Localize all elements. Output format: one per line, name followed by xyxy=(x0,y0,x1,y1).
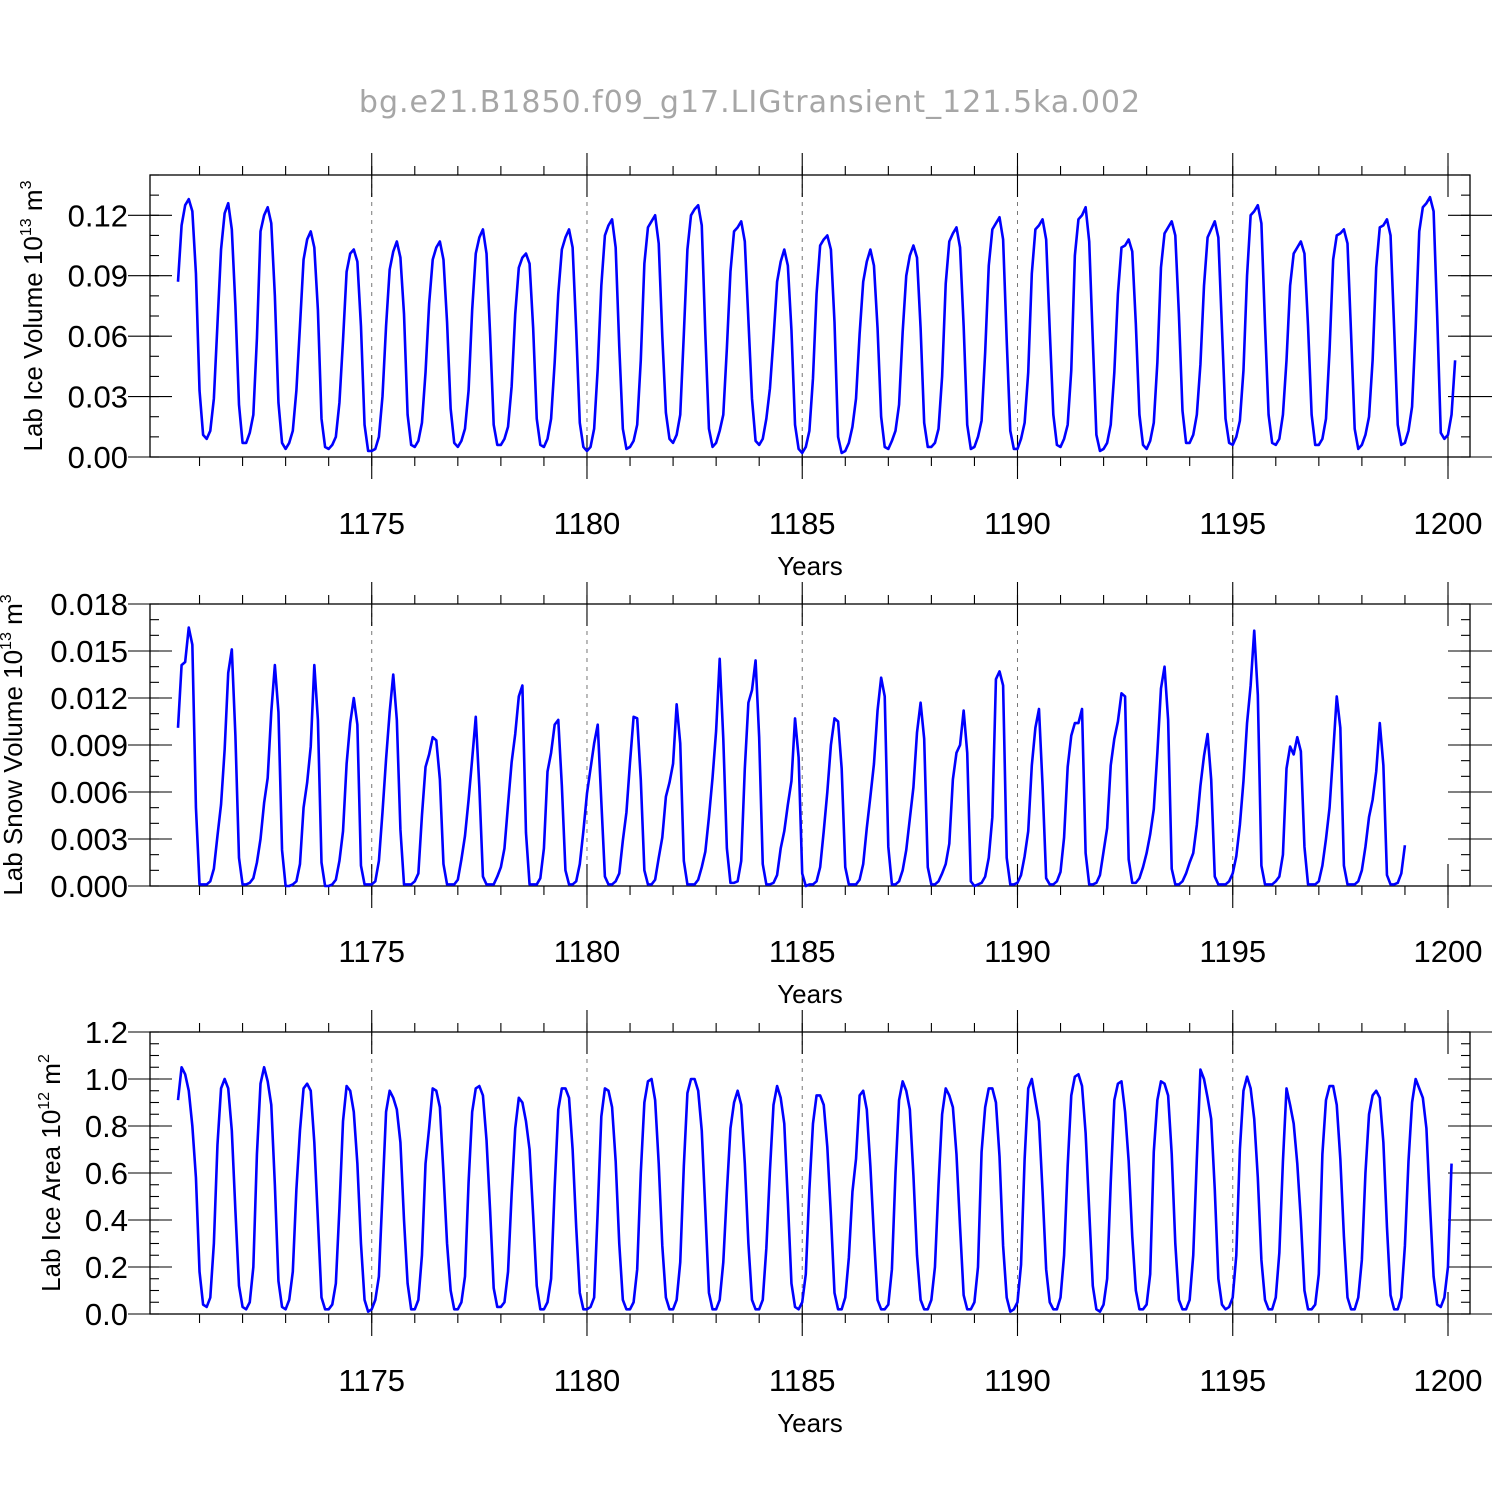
x-tick-label: 1195 xyxy=(1199,1363,1266,1398)
y-tick-label: 0.000 xyxy=(50,869,128,904)
y-tick-label: 0.003 xyxy=(50,822,128,857)
series-line xyxy=(176,1065,1453,1313)
x-tick-label: 1175 xyxy=(338,934,405,969)
y-tick-label: 0.2 xyxy=(85,1250,128,1285)
x-tick-label: 1180 xyxy=(554,1363,621,1398)
y-tick-label: 0.006 xyxy=(50,775,128,810)
y-tick-label: 0.06 xyxy=(68,319,128,354)
x-tick-label: 1185 xyxy=(769,506,836,541)
x-axis-title: Years xyxy=(777,1408,843,1438)
y-tick-label: 1.2 xyxy=(85,1015,128,1050)
y-tick-label: 0.015 xyxy=(50,634,128,669)
panels: 0.00 0.03 0.06 0.09 0.12 1175 1180 1185 1190 1195… xyxy=(0,153,1492,1438)
y-tick-label: 0.03 xyxy=(68,380,128,415)
x-tick-label: 1195 xyxy=(1199,934,1266,969)
y-tick-label: 0.8 xyxy=(85,1109,128,1144)
y-tick-label: 0.018 xyxy=(50,587,128,622)
x-axis-title: Years xyxy=(777,551,843,581)
x-tick-label: 1190 xyxy=(984,1363,1051,1398)
x-tick-label: 1175 xyxy=(338,1363,405,1398)
x-tick-label: 1200 xyxy=(1414,934,1483,969)
x-tick-label: 1180 xyxy=(554,506,621,541)
x-axis-title: Years xyxy=(777,979,843,1009)
y-tick-label: 0.12 xyxy=(68,198,128,233)
y-tick-label: 0.00 xyxy=(68,440,128,475)
y-tick-label: 0.4 xyxy=(85,1203,128,1238)
y-tick-label: 0.09 xyxy=(68,259,128,294)
x-tick-label: 1185 xyxy=(769,934,836,969)
x-tick-label: 1175 xyxy=(338,506,405,541)
series-line xyxy=(176,626,1407,888)
y-tick-label: 1.0 xyxy=(85,1062,128,1097)
series-line xyxy=(176,195,1457,455)
y-tick-label: 0.009 xyxy=(50,728,128,763)
x-tick-label: 1195 xyxy=(1199,506,1266,541)
y-axis-title: Lab Snow Volume 1013 m3 xyxy=(0,594,28,895)
y-tick-label: 0.0 xyxy=(85,1297,128,1332)
x-tick-label: 1190 xyxy=(984,506,1051,541)
x-tick-label: 1200 xyxy=(1414,1363,1483,1398)
x-tick-label: 1185 xyxy=(769,1363,836,1398)
y-tick-label: 0.6 xyxy=(85,1156,128,1191)
x-tick-label: 1200 xyxy=(1414,506,1483,541)
x-tick-label: 1180 xyxy=(554,934,621,969)
y-axis-title: Lab Ice Area 1012 m2 xyxy=(36,1054,66,1292)
figure-title: bg.e21.B1850.f09_g17.LIGtransient_121.5k… xyxy=(359,85,1141,120)
panel-3: 0.0 0.2 0.4 0.6 0.8 1.0 1.2 1175 1180 1185 1190 119… xyxy=(36,1010,1492,1438)
panel-1: 0.00 0.03 0.06 0.09 0.12 1175 1180 1185 1190 1195… xyxy=(18,153,1492,581)
x-tick-label: 1190 xyxy=(984,934,1051,969)
panel-2: 0.000 0.003 0.006 0.009 0.012 0.015 0.018 1175 1… xyxy=(0,582,1492,1009)
y-tick-label: 0.012 xyxy=(50,681,128,716)
y-axis-title: Lab Ice Volume 1013 m3 xyxy=(18,180,48,451)
